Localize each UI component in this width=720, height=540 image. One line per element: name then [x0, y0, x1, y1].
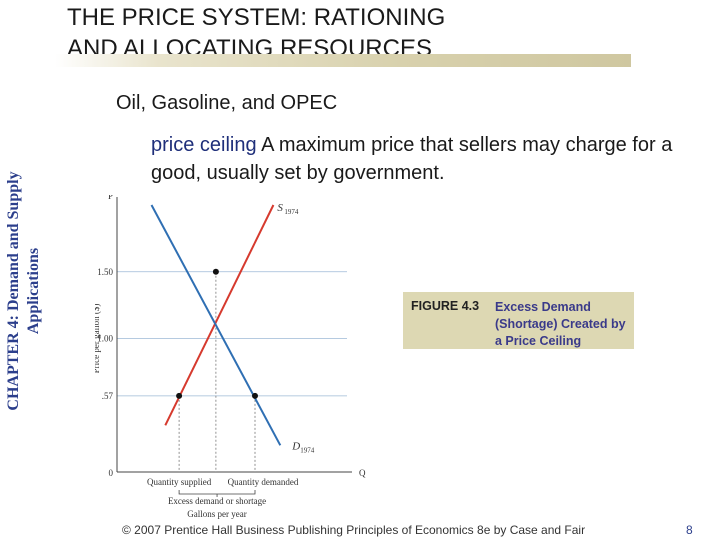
equilibrium-point: [212, 268, 219, 275]
x-axis-label: Gallons per year: [187, 509, 246, 519]
supply-curve-label-main: S: [277, 202, 283, 214]
quantity-supplied-label: Quantity supplied: [147, 477, 212, 487]
y-tick-label: 1.50: [97, 267, 113, 277]
quantity-demanded-point: [252, 392, 258, 399]
quantity-demanded-label: Quantity demanded: [228, 477, 299, 487]
y-tick-label: 1.00: [97, 334, 113, 344]
x-axis-end-label: Q: [359, 468, 366, 478]
supply-curve-label-sub: 1974: [284, 208, 299, 216]
slide-title: THE PRICE SYSTEM: RATIONING AND ALLOCATI…: [67, 2, 587, 64]
y-tick-label: .57: [102, 391, 114, 401]
figure-number: FIGURE 4.3: [411, 299, 480, 313]
quantity-supplied-point: [176, 392, 183, 399]
definition-text: price ceiling A maximum price that selle…: [151, 131, 691, 187]
y-axis-end-label: P: [108, 195, 113, 201]
page-number: 8: [686, 523, 693, 537]
chapter-side-label-line-1: CHAPTER 4: Demand and Supply: [5, 171, 22, 411]
title-underline-bar: [55, 54, 631, 67]
shortage-bracket: [178, 490, 256, 495]
supply-curve: [164, 204, 275, 426]
definition-body: A maximum price that sellers may charge …: [151, 134, 673, 184]
slide-subtitle: Oil, Gasoline, and OPEC: [116, 92, 338, 114]
footer-credit: © 2007 Prentice Hall Business Publishing…: [122, 523, 586, 537]
demand-curve: [150, 204, 282, 446]
demand-curve-label-main: D: [291, 440, 300, 452]
shortage-label: Excess demand or shortage: [168, 496, 266, 506]
chapter-side-label-line-2: Applications: [25, 247, 42, 335]
slide-title-line-1: THE PRICE SYSTEM: RATIONING: [67, 4, 446, 31]
definition-term: price ceiling: [151, 134, 257, 156]
figure-caption-box: FIGURE 4.3 Excess Demand (Shortage) Crea…: [403, 292, 634, 349]
demand-curve-label-sub: 1974: [300, 446, 315, 454]
y-axis-label: Price per gallon ($): [95, 304, 101, 374]
supply-demand-chart: 1.50 1.00.57 P Q 0 Price per gallon ($) S 1974 D…: [95, 195, 375, 525]
figure-caption-text: Excess Demand (Shortage) Created by a Pr…: [495, 300, 626, 348]
chapter-side-label: CHAPTER 4: Demand and Supply Application…: [4, 141, 64, 441]
origin-label: 0: [109, 468, 114, 478]
